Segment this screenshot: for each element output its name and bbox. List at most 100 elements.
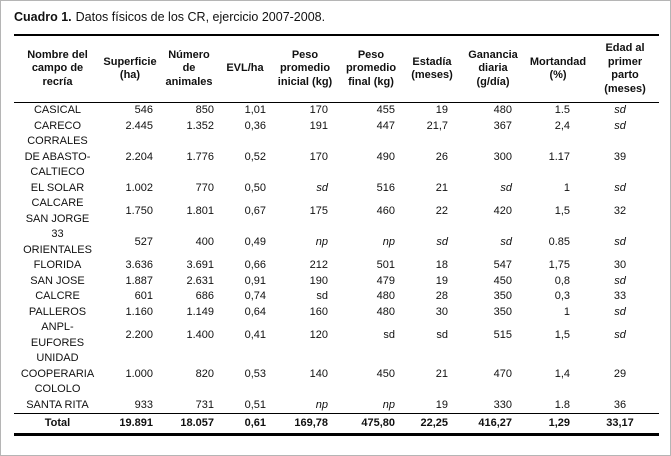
table-row: CARECO 2.445 1.352 0,36 191 447 21,7 367 2,4 sd <box>14 119 659 135</box>
row-name-cell: CALCARE SAN JORGE <box>25 197 90 225</box>
table-cell: 1.400 <box>186 328 214 341</box>
table-cell: 479 <box>376 274 395 287</box>
column-header: Peso promedio inicial (kg) <box>277 48 333 88</box>
table-cell: sd <box>436 328 448 341</box>
column-header: EVL/ha <box>226 62 264 75</box>
table-cell: 3.691 <box>186 259 214 271</box>
table-cell: 191 <box>309 119 328 132</box>
table-cell: 731 <box>195 398 214 411</box>
table-cell: 480 <box>376 305 395 318</box>
table-cell: 0,66 <box>244 259 266 271</box>
row-name-cell: SAN JOSE <box>30 274 85 287</box>
table-cell: 1.887 <box>125 274 153 287</box>
table-caption-text: Datos físicos de los CR, ejercicio 2007-… <box>75 10 326 24</box>
column-header: Nombre del campo de recría <box>27 48 88 88</box>
table-cell: 367 <box>493 119 512 132</box>
row-name-cell: UNIDAD COOPERARIA COLOLO <box>20 352 95 395</box>
table-cell: 447 <box>376 119 395 132</box>
table-row: SANTA RITA 933 731 0,51 np np 19 330 1.8 36 <box>14 398 659 414</box>
table-cell: 21,7 <box>426 119 448 132</box>
table-cell: 33,17 <box>606 417 634 429</box>
table-cell: 19 <box>435 398 448 411</box>
table-row: PALLEROS 1.160 1.149 0,64 160 480 30 350 1 sd <box>14 305 659 321</box>
table-cell: 480 <box>493 104 512 116</box>
table-cell: 21 <box>435 367 448 380</box>
table-row: FLORIDA 3.636 3.691 0,66 212 501 18 547 1,75 30 <box>14 258 659 274</box>
table-row: CORRALES DE ABASTO- CALTIECO 2.204 1.776 0,… <box>14 134 659 181</box>
table-row: SAN JOSE 1.887 2.631 0,91 190 479 19 450 0,8 sd <box>14 274 659 290</box>
table-cell: sd <box>436 235 448 248</box>
table-cell: 0,8 <box>554 274 570 287</box>
table-cell: 450 <box>376 367 395 380</box>
table-cell: sd <box>614 235 626 248</box>
row-name-cell: 33 ORIENTALES <box>23 228 92 256</box>
row-name-cell: ANPL- EUFORES <box>30 321 85 349</box>
table-cell: 1,4 <box>554 367 570 380</box>
table-cell: 0,61 <box>244 417 266 429</box>
table-cell: 32 <box>613 204 627 217</box>
table-cell: 175 <box>309 204 328 217</box>
table-cell: 490 <box>376 150 395 163</box>
row-name-cell: EL SOLAR <box>30 181 85 194</box>
column-header: Mortandad (%) <box>529 55 587 82</box>
table-cell: 19 <box>435 104 448 116</box>
table-cell: 0,52 <box>244 150 266 163</box>
total-label-cell: Total <box>44 417 71 429</box>
table-cell: 1.352 <box>186 119 214 132</box>
row-name-cell: CALCRE <box>35 290 80 302</box>
table-cell: sd <box>316 181 328 194</box>
table-cell: 0,53 <box>244 367 266 380</box>
table-cell: 1.17 <box>548 150 570 163</box>
table-cell: np <box>382 235 395 248</box>
column-header: Número de animales <box>165 48 213 88</box>
table-cell: 0,64 <box>244 305 266 318</box>
table-cell: 350 <box>493 290 512 302</box>
table-cell: 22 <box>435 204 448 217</box>
table-cell: 1,29 <box>548 417 570 429</box>
table-cell: sd <box>383 328 395 341</box>
table-cell: 18.057 <box>180 417 214 429</box>
table-cell: 455 <box>376 104 395 116</box>
table-cell: 29 <box>613 367 627 380</box>
table-cell: 480 <box>376 290 395 302</box>
table-cell: 1 <box>563 181 570 194</box>
row-name-cell: PALLEROS <box>28 305 87 318</box>
table-caption: Cuadro 1. Datos físicos de los CR, ejerci… <box>14 10 670 25</box>
column-header: Edad al primer parto (meses) <box>604 42 646 95</box>
table-cell: 2.200 <box>125 328 153 341</box>
row-name-cell: CASICAL <box>33 104 82 116</box>
table-cell: 850 <box>195 104 214 116</box>
table-cell: 190 <box>309 274 328 287</box>
column-header: Superficie (ha) <box>103 55 157 82</box>
table-cell: 0,67 <box>244 204 266 217</box>
total-row: Total 19.891 18.057 0,61 169,78 475,80 22,25 41… <box>14 413 659 435</box>
table-cell: 416,27 <box>478 417 512 429</box>
table-cell: 1.000 <box>125 367 153 380</box>
table-cell: sd <box>614 104 626 116</box>
table-row: CALCRE 601 686 0,74 sd 480 28 350 0,3 33 <box>14 289 659 305</box>
table-cell: 28 <box>435 290 448 302</box>
table-cell: 686 <box>195 290 214 302</box>
table-row: 33 ORIENTALES 527 400 0,49 np np sd sd 0.85 sd <box>14 227 659 258</box>
table-cell: sd <box>614 328 626 341</box>
table-cell: 140 <box>309 367 328 380</box>
table-cell: 120 <box>309 328 328 341</box>
table-cell: sd <box>500 181 512 194</box>
table-cell: 1 <box>563 305 570 318</box>
table-cell: 460 <box>376 204 395 217</box>
row-name-cell: CARECO <box>33 119 82 132</box>
table-cell: 420 <box>493 204 512 217</box>
table-cell: 0,91 <box>244 274 266 287</box>
table-header: Nombre del campo de recría Superficie (ha… <box>14 35 659 103</box>
table-cell: 0.85 <box>548 235 570 248</box>
table-cell: 546 <box>134 104 153 116</box>
table-cell: 1.776 <box>186 150 214 163</box>
table-cell: 18 <box>435 259 448 271</box>
table-cell: 601 <box>134 290 153 302</box>
table-body: CASICAL 546 850 1,01 170 455 19 480 1.5 sd CARECO 2… <box>14 103 659 435</box>
table-cell: 1.801 <box>186 204 214 217</box>
table-cell: sd <box>614 119 626 132</box>
row-name-cell: SANTA RITA <box>26 398 89 411</box>
table-cell: 515 <box>493 328 512 341</box>
